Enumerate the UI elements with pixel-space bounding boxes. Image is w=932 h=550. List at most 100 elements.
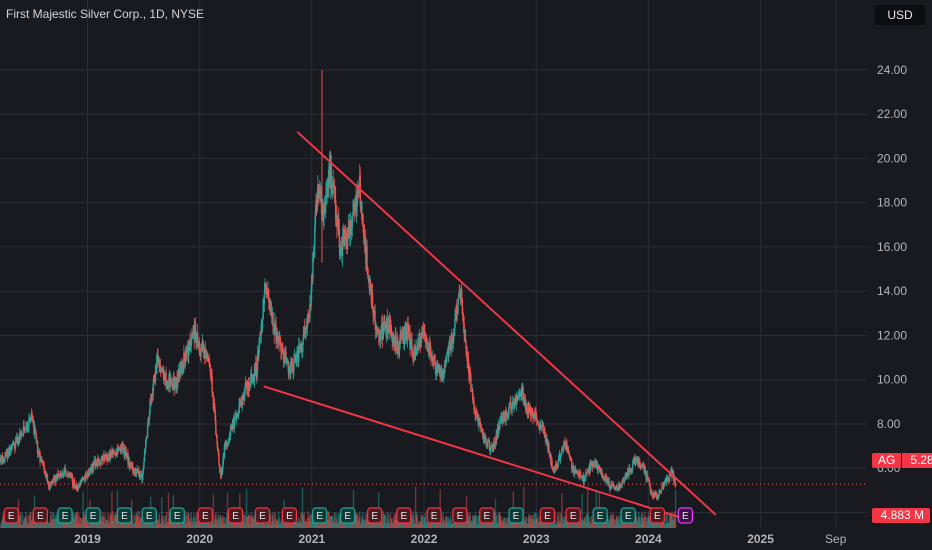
candle-body bbox=[366, 271, 369, 275]
volume-bar bbox=[135, 512, 138, 528]
volume-bar bbox=[671, 519, 674, 528]
volume-bar bbox=[521, 520, 523, 528]
candle-body bbox=[217, 450, 219, 453]
candle-body bbox=[450, 337, 452, 351]
candle-body bbox=[467, 357, 470, 371]
volume-bar bbox=[201, 523, 204, 528]
earnings-badge bbox=[620, 507, 636, 524]
volume-bar bbox=[274, 513, 277, 528]
candle-body bbox=[616, 486, 618, 488]
volume-bar bbox=[132, 515, 134, 528]
volume-bar bbox=[212, 494, 215, 528]
volume-bar bbox=[651, 522, 653, 528]
volume-bar bbox=[240, 518, 242, 528]
candle-body bbox=[351, 217, 353, 229]
candle-body bbox=[259, 333, 261, 343]
volume-bar bbox=[254, 516, 256, 528]
volume-bar bbox=[585, 523, 587, 528]
volume-bar bbox=[616, 517, 618, 528]
candle-body bbox=[508, 403, 511, 407]
volume-bar bbox=[516, 519, 518, 528]
volume-bar bbox=[584, 516, 586, 528]
volume-bar bbox=[224, 524, 227, 528]
volume-bar bbox=[673, 519, 675, 528]
volume-bar bbox=[277, 522, 279, 528]
candle-body bbox=[553, 468, 556, 473]
earnings-marker: E bbox=[3, 507, 19, 524]
volume-bar bbox=[387, 514, 390, 528]
volume-bar bbox=[446, 521, 449, 528]
earnings-badge bbox=[254, 507, 271, 524]
volume-bar bbox=[179, 523, 181, 528]
volume-bar bbox=[393, 514, 395, 528]
volume-bar bbox=[303, 516, 305, 528]
candle-body bbox=[649, 481, 651, 487]
candle-body bbox=[237, 413, 240, 416]
candle-body bbox=[222, 456, 224, 465]
volume-bar bbox=[372, 521, 374, 528]
volume-bar bbox=[160, 524, 162, 528]
volume-bar bbox=[665, 512, 668, 528]
candle-body bbox=[437, 363, 439, 369]
candle-body bbox=[325, 195, 327, 206]
volume-bar bbox=[618, 515, 620, 528]
candle-body bbox=[185, 352, 187, 362]
volume-bar bbox=[214, 515, 216, 528]
volume-bar bbox=[636, 522, 639, 528]
candle-body bbox=[185, 352, 188, 354]
candle-body bbox=[162, 368, 164, 371]
volume-bar bbox=[421, 514, 423, 528]
volume-bar bbox=[87, 524, 90, 528]
volume-bar bbox=[251, 516, 253, 528]
candle-body bbox=[558, 456, 560, 462]
candle-body bbox=[598, 464, 600, 469]
candle-body bbox=[16, 437, 18, 443]
volume-bar bbox=[636, 516, 638, 528]
candle-body bbox=[191, 336, 193, 338]
volume-bar bbox=[301, 487, 304, 528]
volume-bar bbox=[161, 517, 164, 528]
volume-bar bbox=[336, 522, 339, 528]
y-tick-label: 24.00 bbox=[877, 63, 907, 77]
volume-bar bbox=[427, 524, 429, 528]
volume-bar bbox=[267, 524, 270, 528]
candle-body bbox=[4, 455, 6, 461]
earnings-badge bbox=[396, 507, 412, 524]
volume-bar bbox=[578, 521, 580, 528]
volume-bar bbox=[417, 523, 419, 528]
volume-bar bbox=[542, 522, 544, 528]
currency-button[interactable]: USD bbox=[875, 5, 925, 25]
candle-body bbox=[407, 324, 409, 326]
volume-bar bbox=[362, 518, 365, 528]
volume-bar bbox=[516, 521, 519, 528]
candle-body bbox=[518, 393, 521, 396]
volume-bar bbox=[102, 516, 105, 528]
volume-bar bbox=[552, 523, 554, 528]
candle-body bbox=[214, 410, 216, 421]
volume-bar bbox=[46, 519, 49, 528]
volume-bar bbox=[672, 516, 674, 528]
volume-bar bbox=[519, 521, 521, 528]
candle-body bbox=[100, 460, 102, 466]
volume-bar bbox=[259, 520, 261, 528]
volume-bar bbox=[564, 519, 566, 528]
volume-bar bbox=[564, 516, 567, 528]
candle-body bbox=[157, 356, 159, 363]
candle-body bbox=[668, 471, 671, 481]
candle-body bbox=[200, 347, 203, 352]
candle-body bbox=[14, 441, 17, 449]
volume-bar bbox=[590, 524, 592, 528]
candle-body bbox=[31, 417, 34, 420]
volume-bar bbox=[334, 523, 337, 528]
volume-bar bbox=[451, 523, 453, 528]
volume-bar bbox=[524, 516, 527, 528]
volume-bar bbox=[494, 498, 497, 528]
volume-bar bbox=[479, 524, 481, 528]
volume-bar bbox=[534, 513, 536, 528]
volume-bar bbox=[517, 523, 519, 528]
volume-bar bbox=[413, 523, 416, 528]
volume-bar bbox=[596, 520, 598, 528]
candle-body bbox=[390, 330, 393, 337]
candle-body bbox=[251, 377, 253, 381]
